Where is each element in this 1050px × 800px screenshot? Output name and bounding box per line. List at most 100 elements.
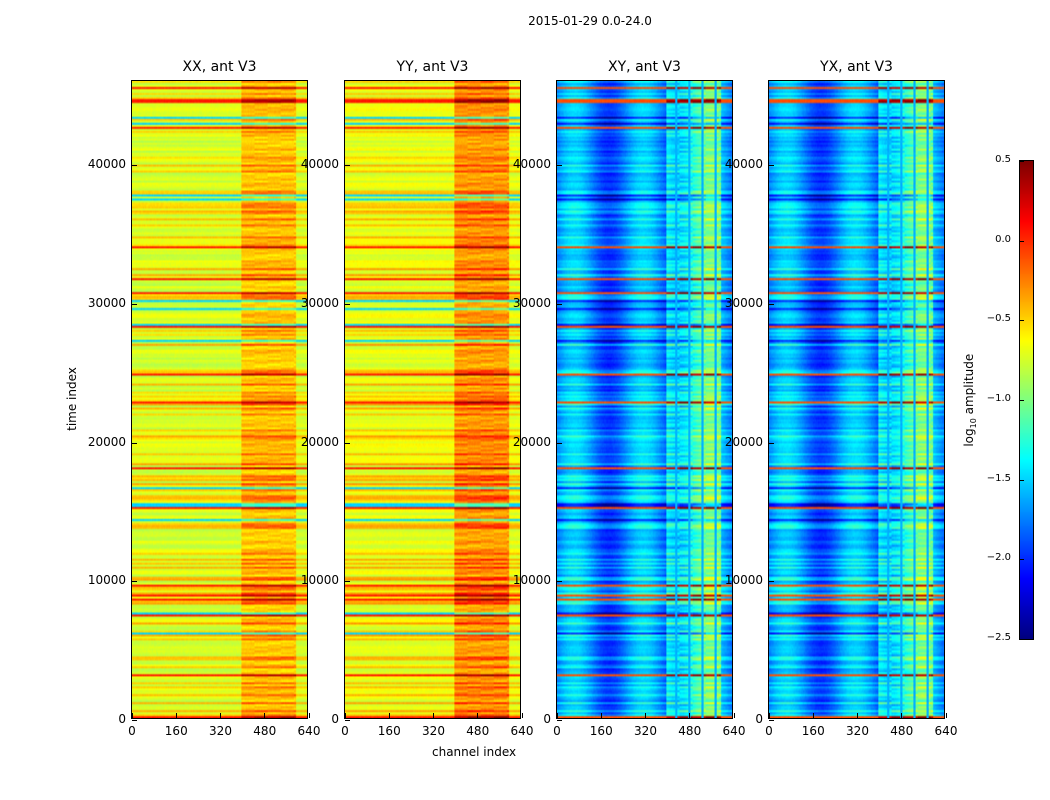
colorbar-tick-mark	[1020, 639, 1024, 640]
y-tick-label: 10000	[300, 573, 339, 588]
y-tick-mark	[345, 442, 350, 444]
colorbar-tick-label: −2.5	[986, 632, 1011, 643]
x-tick-mark	[689, 713, 691, 718]
y-tick-mark	[557, 442, 562, 444]
y-tick-mark	[132, 720, 137, 721]
x-tick-mark	[812, 713, 814, 718]
y-tick-mark	[557, 720, 562, 721]
x-tick-label: 640	[297, 724, 321, 738]
x-tick-mark	[344, 713, 346, 718]
x-tick-mark	[521, 713, 523, 718]
y-tick-label: 40000	[300, 157, 339, 172]
x-tick-label: 0	[553, 724, 561, 738]
x-axis-label: channel index	[432, 745, 517, 759]
heatmap-panel-3: XY, ant V3 0 160 320 480 640 0 10000 20000 30000 4…	[513, 59, 746, 738]
y-tick-label: 20000	[300, 434, 339, 449]
x-tick-label: 160	[801, 724, 825, 738]
colorbar-tick-mark	[1020, 400, 1024, 401]
x-tick-label: 480	[253, 724, 277, 738]
x-tick-mark	[645, 713, 646, 718]
y-tick-mark	[132, 165, 137, 167]
y-tick-mark	[557, 303, 562, 305]
x-tick-mark	[308, 713, 310, 718]
y-tick-mark	[557, 165, 562, 167]
y-tick-label: 10000	[512, 573, 551, 588]
y-tick-label: 40000	[512, 157, 551, 172]
x-tick-label: 640	[510, 724, 534, 738]
x-tick-mark	[388, 713, 390, 718]
x-tick-mark	[600, 713, 602, 718]
x-tick-label: 480	[678, 724, 702, 738]
y-tick-mark	[769, 581, 774, 583]
heatmap-panel-4: YX, ant V3 0 160 320 480 640 0 10000 20000 30000 4…	[725, 59, 958, 738]
x-tick-label: 480	[466, 724, 490, 738]
x-tick-label: 160	[377, 724, 401, 738]
y-tick-label: 20000	[724, 434, 763, 449]
y-tick-label: 20000	[87, 434, 126, 449]
colorbar-tick-mark	[1020, 320, 1024, 322]
x-tick-label: 0	[765, 724, 773, 738]
y-tick-label: 40000	[87, 157, 126, 172]
x-tick-label: 320	[422, 724, 445, 738]
colorbar-tick-mark	[1020, 559, 1024, 561]
colorbar-tick-label: −0.5	[986, 313, 1011, 325]
panel-title: YY, ant V3	[396, 59, 469, 75]
x-tick-mark	[220, 713, 221, 718]
x-tick-label: 160	[589, 724, 613, 738]
y-tick-mark	[132, 442, 137, 444]
heatmap-panel-1: XX, ant V3 0 160 320 480 640 0 10000 20000 30000 4…	[88, 59, 321, 738]
x-tick-label: 160	[164, 724, 188, 738]
y-tick-mark	[132, 581, 137, 583]
y-tick-label: 0	[755, 712, 763, 726]
panel-title: YX, ant V3	[820, 59, 893, 75]
y-tick-label: 0	[543, 712, 551, 726]
y-tick-label: 0	[331, 712, 339, 726]
x-tick-label: 320	[209, 724, 232, 738]
x-tick-label: 480	[890, 724, 914, 738]
y-tick-label: 40000	[724, 157, 763, 172]
heatmap-image	[345, 81, 520, 718]
colorbar-tick-label: −1.0	[986, 393, 1011, 404]
colorbar-label: log10 amplitude	[961, 353, 979, 447]
y-tick-mark	[132, 303, 137, 305]
y-tick-mark	[769, 165, 774, 167]
x-tick-mark	[131, 713, 133, 718]
y-tick-mark	[769, 442, 774, 444]
x-tick-label: 320	[846, 724, 869, 738]
y-tick-mark	[769, 303, 774, 305]
y-tick-label: 20000	[512, 434, 551, 449]
x-tick-mark	[264, 713, 266, 718]
x-tick-mark	[857, 713, 858, 718]
colorbar-tick-mark	[1020, 240, 1024, 242]
y-tick-mark	[769, 720, 774, 721]
figure-title: 2015-01-29 0.0-24.0	[528, 14, 652, 28]
x-tick-mark	[433, 713, 434, 718]
y-tick-mark	[345, 303, 350, 305]
x-tick-label: 0	[128, 724, 136, 738]
colorbar: 0.5 0.0 −0.5 −1.0 −1.5 −2.0 −2.5	[987, 154, 1034, 643]
x-tick-mark	[945, 713, 947, 718]
y-tick-label: 30000	[87, 295, 126, 310]
colorbar-tick-label: 0.0	[995, 233, 1011, 245]
x-tick-mark	[901, 713, 903, 718]
y-tick-label: 30000	[300, 295, 339, 310]
y-tick-label: 30000	[512, 295, 551, 310]
x-tick-mark	[477, 713, 479, 718]
x-tick-mark	[733, 713, 735, 718]
heatmap-image	[769, 81, 944, 718]
y-tick-label: 10000	[87, 573, 126, 588]
colorbar-tick-label: 0.5	[995, 154, 1011, 165]
y-tick-label: 30000	[724, 295, 763, 310]
colorbar-tick-label: −1.5	[986, 472, 1011, 484]
y-tick-mark	[345, 720, 350, 721]
y-axis-label: time index	[65, 367, 79, 431]
y-tick-mark	[345, 165, 350, 167]
x-tick-mark	[768, 713, 770, 718]
heatmap-image	[132, 81, 307, 718]
y-tick-mark	[345, 581, 350, 583]
x-tick-label: 640	[934, 724, 958, 738]
panel-title: XY, ant V3	[608, 59, 681, 75]
x-tick-label: 320	[634, 724, 657, 738]
y-tick-label: 0	[118, 712, 126, 726]
